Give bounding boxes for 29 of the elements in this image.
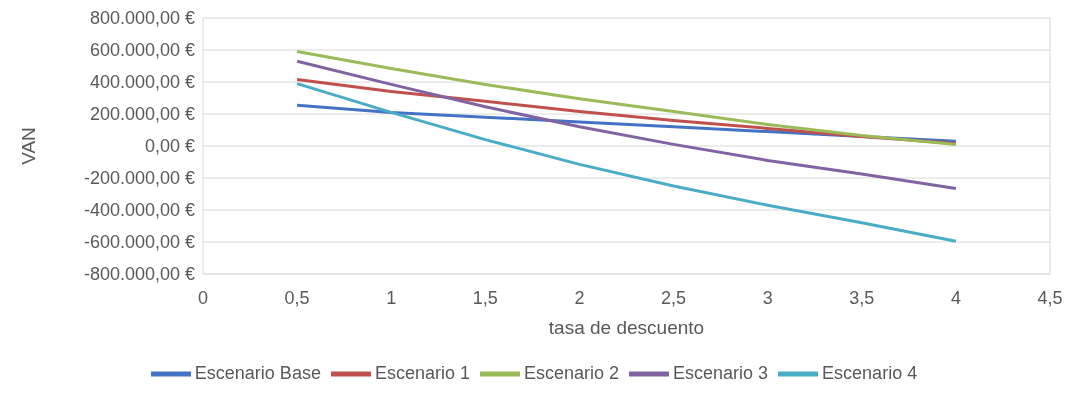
y-tick-label: 200.000,00 € (89, 104, 195, 125)
line-series (295, 82, 958, 243)
y-tick-label: 800.000,00 € (89, 8, 195, 29)
x-tick-label: 0,5 (284, 288, 310, 308)
x-tick-label: 3 (762, 288, 773, 308)
legend-label: Escenario 1 (374, 362, 470, 383)
x-axis-title: tasa de descuento (548, 317, 705, 338)
y-tick-label: -200.000,00 € (83, 168, 195, 189)
legend-label: Escenario Base (194, 362, 321, 383)
x-tick-label: 0 (197, 288, 209, 308)
legend-label: Escenario 3 (673, 362, 769, 383)
x-tick-label: 1,5 (472, 288, 498, 308)
y-tick-label: -800.000,00 € (83, 264, 195, 285)
x-tick-label: 4 (950, 288, 961, 308)
y-tick-label: 0,00 € (144, 136, 195, 157)
y-tick-label: 600.000,00 € (89, 40, 195, 61)
y-tick-label: -600.000,00 € (83, 232, 195, 253)
legend-label: Escenario 4 (822, 362, 918, 383)
x-tick-label: 3,5 (849, 288, 875, 308)
line-series (295, 50, 958, 146)
x-tick-label: 1 (386, 288, 397, 308)
y-tick-label: 400.000,00 € (89, 72, 195, 93)
line-series (295, 59, 958, 190)
y-tick-label: -400.000,00 € (83, 200, 195, 221)
y-axis-title: VAN (17, 127, 39, 165)
legend-label: Escenario 2 (523, 362, 620, 383)
x-tick-label: 2 (574, 288, 585, 308)
x-tick-label: 2,5 (661, 288, 687, 308)
x-tick-label: 4,5 (1037, 288, 1063, 308)
